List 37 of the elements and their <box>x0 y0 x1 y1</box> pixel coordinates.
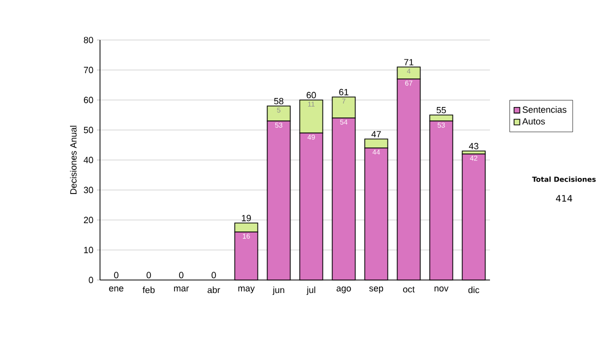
x-tick-label: may <box>238 286 255 294</box>
x-tick-label: jun <box>272 286 284 295</box>
total-label: 19 <box>242 214 251 222</box>
y-tick-label: 30 <box>84 186 94 194</box>
x-tick-label: nov <box>434 286 448 292</box>
total-label: 58 <box>274 98 284 104</box>
total-label: 60 <box>306 92 316 98</box>
x-tick-label: ago <box>336 286 351 294</box>
x-tick-label: dic <box>468 286 480 294</box>
total-label: 0 <box>212 272 216 278</box>
y-tick-label: 10 <box>84 246 94 254</box>
x-tick-label: feb <box>142 286 155 294</box>
x-tick-label: jul <box>306 286 316 295</box>
y-tick-label: 40 <box>84 156 94 164</box>
x-tick-label: oct <box>403 286 415 292</box>
x-tick-label: mar <box>174 286 189 292</box>
y-axis-title: Decisiones Anual <box>70 126 77 194</box>
total-label: 0 <box>146 272 151 278</box>
total-label: 0 <box>179 272 184 278</box>
text: 414 <box>556 195 572 202</box>
y-tick-label: 50 <box>84 126 94 134</box>
y-tick-label: 20 <box>84 216 94 224</box>
x-tick-label: abr <box>208 286 220 294</box>
x-tick-label: sep <box>369 286 384 294</box>
y-tick-label: 80 <box>84 36 94 44</box>
total-label: 71 <box>404 59 414 66</box>
y-tick-label: 0 <box>88 276 94 284</box>
total-label: 0 <box>114 272 118 278</box>
legend-label: Sentencias <box>522 106 566 113</box>
total-label: 55 <box>436 107 446 114</box>
total-label: 61 <box>339 88 348 96</box>
total-label: 43 <box>468 142 478 150</box>
y-tick-label: 60 <box>84 96 94 104</box>
x-tick-label: ene <box>109 286 124 292</box>
total-label: 47 <box>371 131 381 138</box>
legend-label: Autos <box>522 118 545 125</box>
y-tick-label: 70 <box>84 66 94 74</box>
